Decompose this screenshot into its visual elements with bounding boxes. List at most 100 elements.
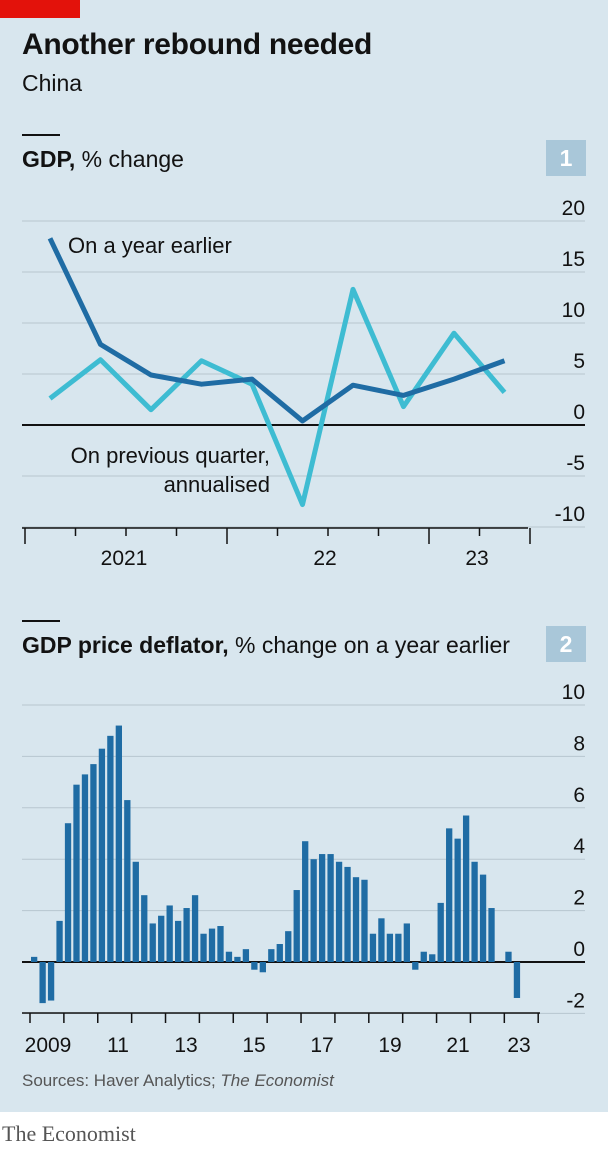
bar xyxy=(56,920,63,962)
bar xyxy=(217,926,224,962)
bar xyxy=(446,828,453,962)
bar xyxy=(488,908,495,962)
x-tick-label: 2009 xyxy=(25,1034,72,1057)
y-tick-label: 15 xyxy=(562,248,585,271)
chart1-y-axis: 20 15 10 5 0 -5 -10 xyxy=(555,197,585,526)
bar xyxy=(225,951,233,962)
chart1-gdp-line-chart: 20 15 10 5 0 -5 -10 2021 22 23 On a year earlier… xyxy=(22,197,585,570)
page-title: Another rebound needed xyxy=(22,28,373,61)
bar xyxy=(471,861,478,962)
chart2-x-axis: 2009 11 13 15 17 19 21 23 xyxy=(22,1012,540,1057)
bar xyxy=(31,956,38,962)
series-line-year-earlier xyxy=(47,237,506,424)
bar xyxy=(454,838,461,962)
x-tick-label: 13 xyxy=(174,1034,197,1057)
x-tick-label: 23 xyxy=(465,547,488,570)
bar xyxy=(361,879,368,962)
bar xyxy=(513,962,521,998)
bar xyxy=(98,748,106,962)
bar xyxy=(242,949,250,962)
bar xyxy=(174,920,182,962)
bar xyxy=(437,902,444,962)
bar xyxy=(158,915,165,962)
bar xyxy=(429,954,436,962)
y-tick-label: 8 xyxy=(573,732,585,755)
chart2-subtitle: % change on a year earlier xyxy=(235,632,510,658)
bar xyxy=(73,784,80,962)
bar xyxy=(293,890,300,962)
bar xyxy=(310,859,317,962)
bar xyxy=(124,800,131,962)
bar xyxy=(327,854,334,962)
bar xyxy=(200,933,207,962)
y-tick-label: 6 xyxy=(573,784,585,807)
sources-label: Sources: Haver Analytics; xyxy=(22,1071,221,1090)
bar xyxy=(335,861,343,962)
y-tick-label: 0 xyxy=(573,401,585,424)
bar xyxy=(251,962,258,970)
x-tick-label: 23 xyxy=(507,1034,530,1057)
bar xyxy=(191,895,199,962)
bar xyxy=(166,905,173,962)
y-tick-label: 5 xyxy=(573,350,585,373)
bar xyxy=(115,725,122,962)
chart1-x-axis: 2021 22 23 xyxy=(22,527,531,570)
bar xyxy=(90,764,97,962)
brand-red-bar xyxy=(0,0,80,18)
y-tick-label: 10 xyxy=(562,681,585,704)
bar xyxy=(378,918,385,962)
series-label-year-earlier: On a year earlier xyxy=(68,233,232,258)
y-tick-label: -2 xyxy=(566,989,585,1012)
bar xyxy=(462,815,470,962)
sources-italic: The Economist xyxy=(220,1071,334,1090)
y-tick-label: 10 xyxy=(562,299,585,322)
bar xyxy=(505,951,512,962)
page-subtitle: China xyxy=(22,70,83,96)
bar xyxy=(412,962,419,970)
x-tick-label: 21 xyxy=(446,1034,469,1057)
bar xyxy=(386,933,394,962)
x-tick-label: 19 xyxy=(378,1034,401,1057)
chart2-number-badge: 2 xyxy=(546,626,586,662)
chart2-rule xyxy=(22,620,60,622)
y-tick-label: 4 xyxy=(573,835,585,858)
bar xyxy=(479,874,487,962)
x-tick-label: 2021 xyxy=(101,547,148,570)
bar xyxy=(369,933,377,962)
chart2-heading: GDP price deflator, % change on a year e… xyxy=(22,632,510,659)
chart1-number-badge: 1 xyxy=(546,140,586,176)
bar xyxy=(183,908,190,962)
bar xyxy=(318,854,326,962)
chart1-subtitle: % change xyxy=(81,146,184,172)
y-tick-label: 2 xyxy=(573,887,585,910)
bar xyxy=(141,895,148,962)
bar xyxy=(403,923,410,962)
x-tick-label: 15 xyxy=(242,1034,265,1057)
bar xyxy=(208,928,216,962)
y-tick-label: 0 xyxy=(573,938,585,961)
bar xyxy=(420,951,427,962)
y-tick-label: 20 xyxy=(562,197,585,220)
chart1-rule xyxy=(22,134,60,136)
x-tick-label: 11 xyxy=(107,1034,129,1057)
series-label-prev-quarter-line2: annualised xyxy=(164,472,270,497)
chart1-series-labels: On a year earlier On previous quarter, a… xyxy=(68,233,270,497)
bar xyxy=(395,933,402,962)
bar xyxy=(259,962,266,973)
bar xyxy=(234,956,241,962)
bar xyxy=(107,735,114,962)
bar xyxy=(302,841,309,962)
bar xyxy=(268,949,275,962)
x-tick-label: 22 xyxy=(313,547,336,570)
bar xyxy=(149,923,156,962)
brand-logo: The Economist xyxy=(2,1121,136,1146)
chart2-bars xyxy=(31,725,521,1004)
bar xyxy=(47,962,55,1001)
bar xyxy=(344,866,351,962)
x-tick-label: 17 xyxy=(310,1034,333,1057)
chart1-series xyxy=(47,237,507,508)
sources-note: Sources: Haver Analytics; The Economist xyxy=(22,1071,334,1091)
chart2-y-axis: 10 8 6 4 2 0 -2 xyxy=(562,681,586,1012)
chart2-title: GDP price deflator, xyxy=(22,632,229,658)
series-line-prev-quarter xyxy=(48,286,507,508)
